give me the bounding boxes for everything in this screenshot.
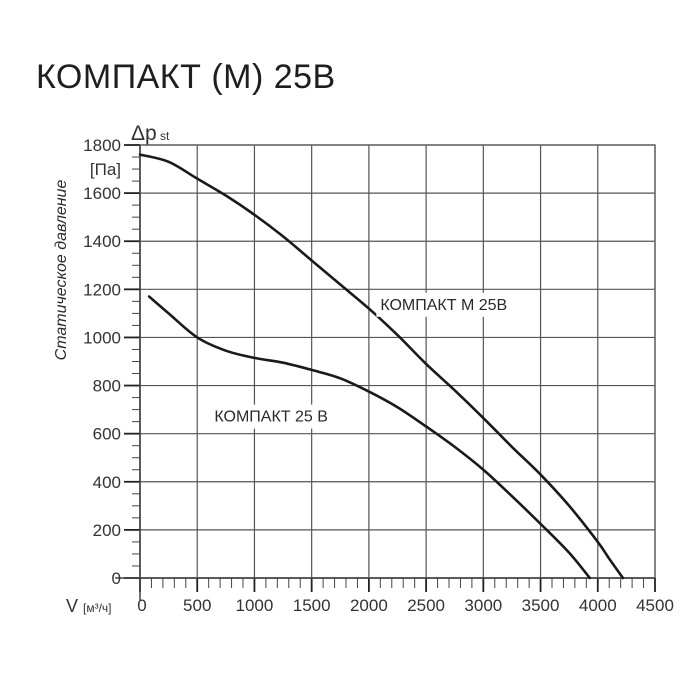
label-kompakt-25b: КОМПАКТ 25 В	[214, 409, 328, 426]
page-title: КОМПАКТ (М) 25В	[36, 58, 336, 96]
y-axis-unit: [Па]	[90, 160, 121, 179]
plot-border	[139, 144, 656, 579]
x-axis-label: V [м³/ч]	[66, 596, 112, 616]
x-tick-label: 1500	[293, 596, 331, 615]
x-tick-label: 3500	[522, 596, 560, 615]
label-kompakt-m-25b: КОМПАКТ М 25В	[380, 297, 507, 314]
y-tick-label: 400	[93, 473, 121, 492]
y-tick-label: 200	[93, 521, 121, 540]
annotation-bg	[210, 404, 333, 429]
minor-ticks	[115, 144, 656, 600]
x-tick-label: 2500	[407, 596, 445, 615]
grid	[139, 144, 656, 579]
y-tick-label: 1400	[83, 232, 121, 251]
y-tick-label: 600	[93, 425, 121, 444]
x-tick-label: 1000	[236, 596, 274, 615]
y-axis-label: Статическое давление	[53, 180, 70, 361]
y-tick-label: 1600	[83, 184, 121, 203]
x-tick-label: 3000	[464, 596, 502, 615]
x-tick-label: 500	[183, 596, 211, 615]
curve-kompakt-25b	[147, 295, 592, 580]
x-tick-label: 0	[137, 596, 146, 615]
y-tick-label: 0	[112, 569, 121, 588]
x-tick-label: 4500	[636, 596, 674, 615]
x-tick-label: 4000	[579, 596, 617, 615]
annotation-bg	[376, 292, 509, 317]
y-tick-label: 1800	[83, 136, 121, 155]
x-tick-label: 2000	[350, 596, 388, 615]
y-tick-label: 1000	[83, 328, 121, 347]
curve-kompakt-m-25b	[138, 153, 625, 580]
y-axis-symbol: Δp st	[131, 122, 170, 145]
y-tick-label: 800	[93, 377, 121, 396]
y-tick-label: 1200	[83, 280, 121, 299]
